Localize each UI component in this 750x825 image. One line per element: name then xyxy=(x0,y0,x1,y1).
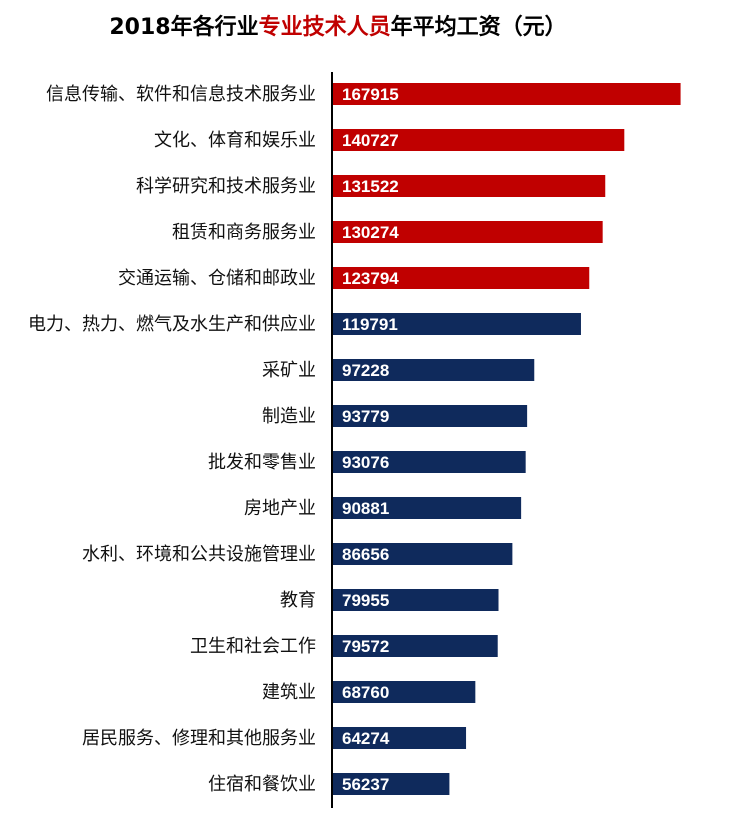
bar xyxy=(333,267,590,289)
value-label: 167915 xyxy=(342,85,399,104)
value-label: 123794 xyxy=(342,269,399,288)
category-label: 采矿业 xyxy=(262,360,316,381)
value-label: 56237 xyxy=(342,775,389,794)
category-label: 卫生和社会工作 xyxy=(190,636,316,657)
bar xyxy=(333,635,498,657)
category-label: 住宿和餐饮业 xyxy=(208,774,316,795)
category-label: 电力、热力、燃气及水生产和供应业 xyxy=(28,314,316,335)
value-label: 97228 xyxy=(342,361,389,380)
value-label: 64274 xyxy=(342,729,390,748)
bar xyxy=(333,129,625,151)
category-label: 信息传输、软件和信息技术服务业 xyxy=(46,84,316,105)
category-label: 教育 xyxy=(280,590,316,611)
bar xyxy=(333,405,528,427)
chart-title-highlight: 专业技术人员 xyxy=(259,14,391,40)
value-label: 140727 xyxy=(342,131,399,150)
bar xyxy=(333,451,526,473)
bar xyxy=(333,221,603,243)
category-label: 科学研究和技术服务业 xyxy=(136,176,316,197)
value-label: 119791 xyxy=(342,315,398,334)
bars-layer: 信息传输、软件和信息技术服务业 167915 文化、体育和娱乐业 140727 科学研究… xyxy=(28,83,681,795)
value-label: 93076 xyxy=(342,453,389,472)
category-label: 制造业 xyxy=(262,406,316,427)
category-label: 居民服务、修理和其他服务业 xyxy=(82,728,316,749)
category-label: 文化、体育和娱乐业 xyxy=(154,130,316,151)
value-label: 90881 xyxy=(342,499,389,518)
category-label: 建筑业 xyxy=(262,682,316,703)
bar xyxy=(333,681,476,703)
value-label: 68760 xyxy=(342,683,389,702)
value-label: 79572 xyxy=(342,637,389,656)
value-label: 93779 xyxy=(342,407,389,426)
bar xyxy=(333,543,513,565)
category-label: 房地产业 xyxy=(244,498,316,519)
bar xyxy=(333,589,499,611)
value-label: 86656 xyxy=(342,545,389,564)
bar xyxy=(333,727,467,749)
bar xyxy=(333,359,535,381)
category-label: 租赁和商务服务业 xyxy=(172,222,316,243)
bar xyxy=(333,773,450,795)
chart-title: 2018年各行业专业技术人员年平均工资（元） xyxy=(109,14,566,40)
bar xyxy=(333,497,522,519)
chart-title-prefix: 2018年各行业 xyxy=(109,14,258,40)
value-label: 79955 xyxy=(342,591,389,610)
category-label: 交通运输、仓储和邮政业 xyxy=(118,268,316,289)
value-label: 131522 xyxy=(342,177,399,196)
category-label: 批发和零售业 xyxy=(208,452,316,473)
category-label: 水利、环境和公共设施管理业 xyxy=(82,544,316,565)
bar xyxy=(333,83,681,105)
chart-title-suffix: 年平均工资（元） xyxy=(391,14,567,40)
bar xyxy=(333,175,606,197)
value-label: 130274 xyxy=(342,223,399,242)
bar xyxy=(333,313,581,335)
